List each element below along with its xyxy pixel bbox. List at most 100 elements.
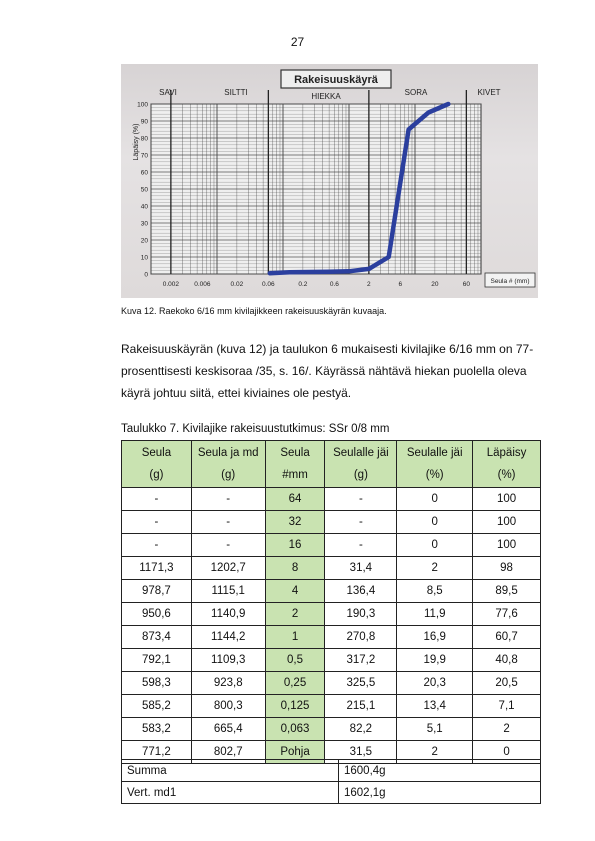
table-cell: 1144,2 [191,626,265,649]
table-cell: 136,4 [325,580,397,603]
summary-row: Vert. md1 1602,1g [122,782,541,804]
summary-row: Summa 1600,4g [122,760,541,782]
table-row: 1171,3 1202,7 8 31,4 2 98 [122,557,541,580]
table-cell: 8,5 [397,580,473,603]
table-cell: - [325,488,397,511]
table-row: 792,1 1109,3 0,5 317,2 19,9 40,8 [122,649,541,672]
table-cell: - [325,511,397,534]
paragraph-line: Rakeisuuskäyrän (kuva 12) ja taulukon 6 … [121,338,541,360]
y-tick-label: 80 [141,136,149,143]
y-tick-label: 10 [141,255,149,262]
zone-label: HIEKKA [311,92,341,101]
chart-title: Rakeisuuskäyrä [294,74,379,86]
summary-value: 1602,1g [339,782,541,804]
table-cell: 2 [265,603,325,626]
x-tick-label: 0.06 [262,281,275,288]
summary-table: Summa 1600,4g Vert. md1 1602,1g [121,759,541,804]
table-cell: 40,8 [473,649,541,672]
paragraph-line: prosenttisesti keskisoraa /35, s. 16/. K… [121,360,541,382]
table-cell: 4 [265,580,325,603]
table-cell: 0,25 [265,672,325,695]
grading-curve-chart: Rakeisuuskäyrä SAVI SILTTI HIEKKA SORA KIVET… [121,64,538,298]
header-sieve-mm: Seula #mm [265,441,325,488]
table-cell: 8 [265,557,325,580]
table-row: 583,2 665,4 0,063 82,2 5,1 2 [122,718,541,741]
y-tick-label: 20 [141,238,149,245]
y-axis-label: Läpäisy (%) [133,124,140,161]
table-cell: 64 [265,488,325,511]
header-sieve-and-md: Seula ja md (g) [191,441,265,488]
x-tick-label: 0.006 [194,281,211,288]
header-sieve-g: Seula (g) [122,441,192,488]
table-cell: 89,5 [473,580,541,603]
table-cell: 190,3 [325,603,397,626]
y-tick-label: 30 [141,221,149,228]
table-cell: 19,9 [397,649,473,672]
table-cell: 2 [473,718,541,741]
table-cell: 1202,7 [191,557,265,580]
table-cell: 583,2 [122,718,192,741]
table-cell: 270,8 [325,626,397,649]
table-cell: 665,4 [191,718,265,741]
table-cell: 873,4 [122,626,192,649]
table-cell: 800,3 [191,695,265,718]
table-cell: 77,6 [473,603,541,626]
table-cell: 1115,1 [191,580,265,603]
table-cell: 950,6 [122,603,192,626]
y-tick-label: 90 [141,119,149,126]
table-row: 873,4 1144,2 1 270,8 16,9 60,7 [122,626,541,649]
table-cell: 100 [473,534,541,557]
sieve-results-table: Seula (g) Seula ja md (g) Seula #mm Seulall… [121,440,541,764]
table-cell: 978,7 [122,580,192,603]
table-cell: - [122,511,192,534]
x-tick-label: 2 [367,281,371,288]
table-cell: 923,8 [191,672,265,695]
table-header-row: Seula (g) Seula ja md (g) Seula #mm Seulall… [122,441,541,488]
table-cell: 82,2 [325,718,397,741]
table-cell: 5,1 [397,718,473,741]
table-row: - -32-0 100 [122,511,541,534]
table-row: 978,7 1115,1 4 136,4 8,5 89,5 [122,580,541,603]
zone-label: SAVI [159,88,177,97]
zone-label: SILTTI [224,88,247,97]
table-cell: 1140,9 [191,603,265,626]
table-cell: - [191,511,265,534]
table-cell: 98 [473,557,541,580]
table-cell: 0 [397,534,473,557]
table-row: - -16-0 100 [122,534,541,557]
y-tick-label: 0 [144,272,148,279]
table-cell: - [122,534,192,557]
table-cell: 13,4 [397,695,473,718]
table-title: Taulukko 7. Kivilajike rakeisuustutkimus… [121,423,389,435]
table-cell: 16 [265,534,325,557]
x-tick-label: 0.002 [163,281,180,288]
table-cell: 0 [397,488,473,511]
table-cell: 325,5 [325,672,397,695]
table-cell: 317,2 [325,649,397,672]
table-cell: 0,063 [265,718,325,741]
table-cell: 100 [473,511,541,534]
header-retained-g: Seulalle jäi (g) [325,441,397,488]
paragraph-line: käyrä johtuu siitä, ettei kiviaines ole … [121,382,541,404]
table-cell: 31,4 [325,557,397,580]
y-tick-label: 50 [141,187,149,194]
figure-caption: Kuva 12. Raekoko 6/16 mm kivilajikkeen r… [121,306,387,316]
summary-label: Summa [122,760,339,782]
table-cell: 2 [397,557,473,580]
table-cell: 215,1 [325,695,397,718]
table-cell: 585,2 [122,695,192,718]
table-cell: - [191,488,265,511]
table-cell: 20,3 [397,672,473,695]
x-tick-label: 0.6 [330,281,339,288]
y-tick-label: 70 [141,153,149,160]
table-cell: - [325,534,397,557]
table-cell: 0,125 [265,695,325,718]
y-tick-label: 60 [141,170,149,177]
x-tick-label: 20 [431,281,439,288]
table-cell: 1171,3 [122,557,192,580]
table-cell: 598,3 [122,672,192,695]
table-cell: - [191,534,265,557]
y-tick-label: 100 [137,102,148,109]
x-axis-label: Seula # (mm) [490,278,529,285]
body-paragraph: Rakeisuuskäyrän (kuva 12) ja taulukon 6 … [121,338,541,404]
